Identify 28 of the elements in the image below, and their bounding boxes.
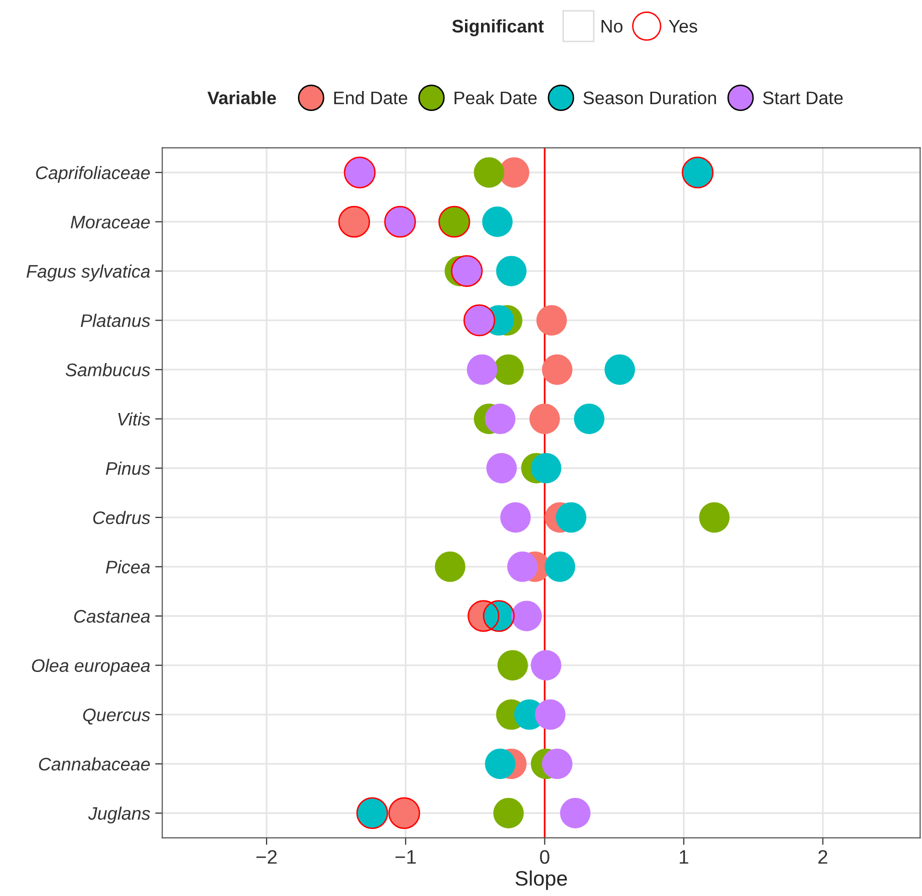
y-tick-label: Fagus sylvatica [26,264,150,282]
x-tick-label: −2 [256,850,277,864]
y-tick-label: Cannabaceae [39,757,150,771]
y-tick-label: Moraceae [70,216,150,228]
y-tick-label: Quercus [83,708,150,725]
x-tick-label: 2 [818,850,828,864]
legend-label: Peak Date [454,91,537,104]
y-tick-label: Sambucus [66,363,150,376]
y-tick-label: Cedrus [93,510,150,524]
y-tick-label: Pinus [106,462,150,475]
y-tick-label: Olea europaea [32,658,150,676]
text: Significant [452,19,544,36]
legend-label: Start Date [763,92,843,104]
legend-label: End Date [334,91,408,104]
y-tick-label: Castanea [74,610,150,623]
legend-label: Yes [668,20,698,33]
y-tick-label: Platanus [80,314,150,328]
y-tick-label: Juglans [88,806,150,824]
legend-label: No [602,20,622,33]
legend-label: Season Duration [583,91,716,104]
x-tick-label: 1 [680,850,688,864]
x-axis-title: Slope [516,870,567,890]
y-tick-label: Vitis [118,412,150,426]
y-tick-label: Picea [106,560,150,574]
y-tick-label: Caprifoliaceae [36,166,150,183]
legend-title: Variable [207,91,276,104]
x-tick-label: 0 [540,850,550,864]
x-tick-label: −1 [396,850,416,864]
